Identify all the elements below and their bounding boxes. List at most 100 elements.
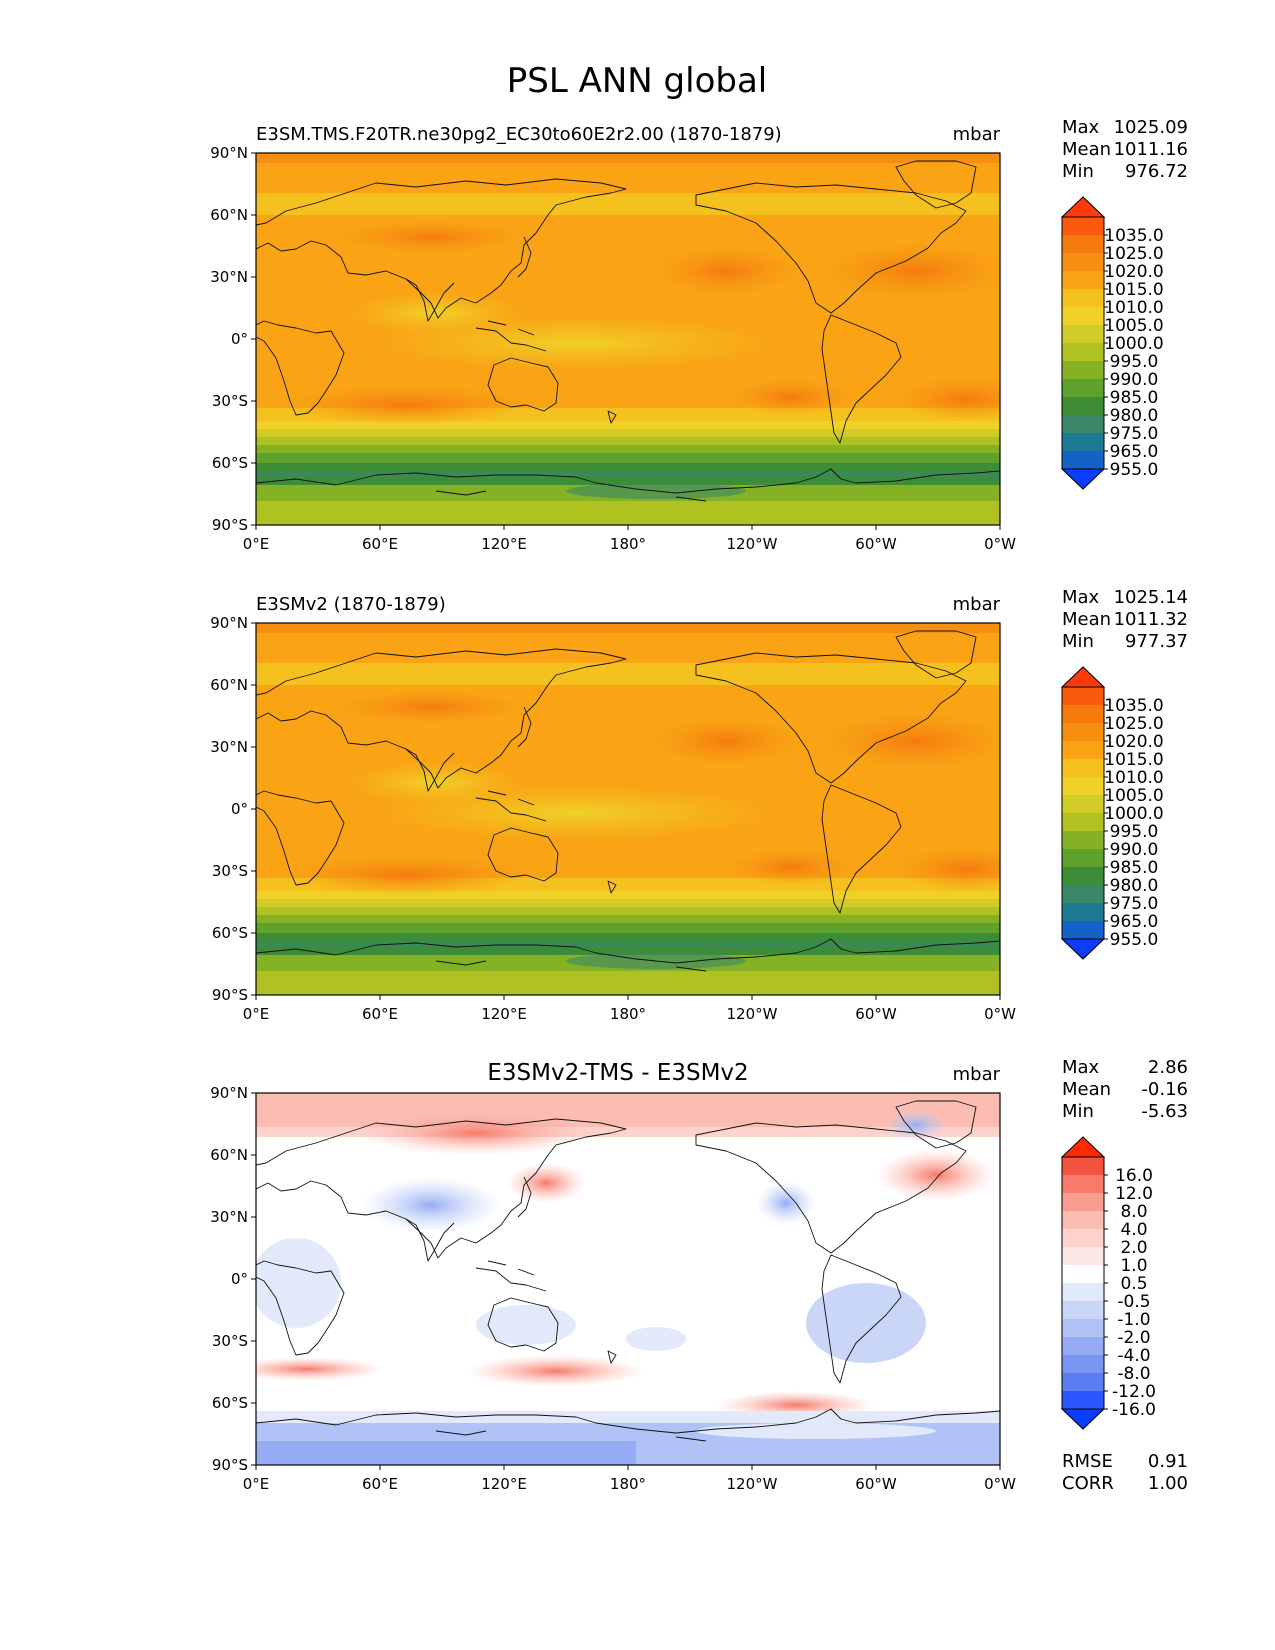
colorbar-swatch (1062, 1337, 1104, 1356)
panel-3: E3SMv2-TMS - E3SMv2 mbar 90°N 60°N 30°N 0° 30°… (210, 1057, 1188, 1494)
colorbar-swatch (1062, 1247, 1104, 1266)
colorbar-extend-min (1060, 1408, 1106, 1430)
colorbar-swatch (1062, 433, 1104, 452)
colorbar-swatch (1062, 307, 1104, 326)
units-label: mbar (953, 1064, 1001, 1085)
stat-value: 2.86 (1148, 1057, 1188, 1078)
colorbar-swatch (1062, 813, 1104, 832)
field-pos-natlantic (876, 1149, 996, 1201)
lon-tick-label: 60°E (362, 1005, 398, 1023)
colorbar-label: 995.0 (1110, 822, 1159, 842)
panel-title: E3SM.TMS.F20TR.ne30pg2_EC30to60E2r2.00 (… (256, 124, 782, 145)
colorbar-swatch (1062, 795, 1104, 814)
field-band (256, 421, 1000, 429)
colorbar-swatch (1062, 415, 1104, 434)
field-band (256, 907, 1000, 915)
stat-value: -0.16 (1141, 1079, 1188, 1100)
field-high-npacific (656, 717, 796, 765)
colorbar-label: 990.0 (1110, 370, 1159, 390)
field-neg-australia (476, 1305, 576, 1345)
field-high-siberia (341, 221, 521, 253)
lat-tick-label: 60°N (210, 676, 248, 694)
lon-tick-label: 120°E (481, 1005, 527, 1023)
lat-tick-label: 90°N (210, 614, 248, 632)
lat-tick-label: 90°N (210, 1084, 248, 1102)
field-band (256, 947, 1000, 955)
colorbar-swatch (1062, 723, 1104, 742)
colorbar-extend-max (1060, 196, 1106, 218)
colorbar-swatch (1062, 1283, 1104, 1302)
colorbar-label: 2.0 (1120, 1238, 1147, 1258)
footer-stat-label: CORR (1062, 1473, 1114, 1494)
colorbar-label: 1005.0 (1104, 316, 1163, 336)
colorbar-label: 1010.0 (1104, 768, 1163, 788)
colorbar-swatch (1062, 271, 1104, 290)
contour-field (256, 153, 1000, 525)
colorbar-label: 12.0 (1115, 1184, 1153, 1204)
field-band (256, 437, 1000, 445)
field-band (256, 633, 1000, 663)
colorbar-swatch (1062, 217, 1104, 236)
lon-tick-label: 0°W (984, 1005, 1016, 1023)
field-neg-tibet (361, 1177, 501, 1233)
field-high-spacific (731, 849, 851, 885)
colorbar-swatch (1062, 1301, 1104, 1320)
colorbar-label: 975.0 (1110, 424, 1159, 444)
colorbar-swatch (1062, 1157, 1104, 1176)
colorbar-label: 16.0 (1115, 1166, 1153, 1186)
colorbar-swatch (1062, 253, 1104, 272)
field-band (256, 971, 1000, 995)
colorbar-label: 1010.0 (1104, 298, 1163, 318)
colorbar-swatch (1062, 1373, 1104, 1392)
lon-tick-label: 180° (610, 535, 646, 553)
stat-value: -5.63 (1141, 1101, 1188, 1122)
colorbar-swatch (1062, 903, 1104, 922)
panel-1: E3SM.TMS.F20TR.ne30pg2_EC30to60E2r2.00 (… (210, 117, 1188, 553)
colorbar-label: 1020.0 (1104, 262, 1163, 282)
stat-value: 1025.14 (1114, 587, 1188, 608)
field-band (256, 623, 1000, 633)
field-neg-pacific (626, 1327, 686, 1351)
colorbar-swatch (1062, 1319, 1104, 1338)
colorbar-swatch (1062, 1229, 1104, 1248)
field-high-npacific (656, 247, 796, 295)
colorbar-swatch (1062, 687, 1104, 706)
map (255, 622, 1001, 996)
colorbar-label: -0.5 (1117, 1292, 1150, 1312)
lat-tick-label: 90°S (212, 516, 248, 534)
field-neg-africa (256, 1238, 341, 1328)
colorbar-extend-max (1060, 1136, 1106, 1158)
contour-field (256, 1093, 1000, 1465)
colorbar-extend-min (1060, 938, 1106, 960)
colorbar-extend-max (1060, 666, 1106, 688)
field-neg-ross (696, 1423, 936, 1439)
colorbar-label: 1025.0 (1104, 714, 1163, 734)
colorbar-label: 975.0 (1110, 894, 1159, 914)
colorbar-label: 990.0 (1110, 840, 1159, 860)
colorbar-label: 1000.0 (1104, 804, 1163, 824)
stat-label: Max (1062, 117, 1100, 138)
panel-title: E3SMv2-TMS - E3SMv2 (487, 1060, 748, 1086)
lon-tick-label: 60°W (855, 1005, 897, 1023)
lat-tick-label: 30°N (210, 738, 248, 756)
colorbar-label: 955.0 (1110, 460, 1159, 480)
lon-tick-label: 60°W (855, 1475, 897, 1493)
field-pos-japan (506, 1163, 586, 1203)
field-neg-eantarctic (256, 1441, 636, 1465)
colorbar-label: 985.0 (1110, 858, 1159, 878)
colorbar-swatch (1062, 361, 1104, 380)
colorbar-label: 0.5 (1120, 1274, 1147, 1294)
stat-label: Min (1062, 631, 1094, 652)
colorbar-label: 1015.0 (1104, 280, 1163, 300)
colorbar: 1035.01025.01020.01015.01010.01005.01000… (1060, 666, 1164, 960)
stat-label: Max (1062, 1057, 1100, 1078)
lon-tick-label: 60°W (855, 535, 897, 553)
panels: E3SM.TMS.F20TR.ne30pg2_EC30to60E2r2.00 (… (210, 117, 1188, 1494)
field-neg-so-edge (256, 1411, 1000, 1423)
colorbar-swatch (1062, 885, 1104, 904)
field-high-satlantic (896, 377, 1000, 421)
field-band (256, 153, 1000, 163)
colorbar-swatch (1062, 831, 1104, 850)
colorbar-swatch (1062, 343, 1104, 362)
lon-tick-label: 180° (610, 1005, 646, 1023)
